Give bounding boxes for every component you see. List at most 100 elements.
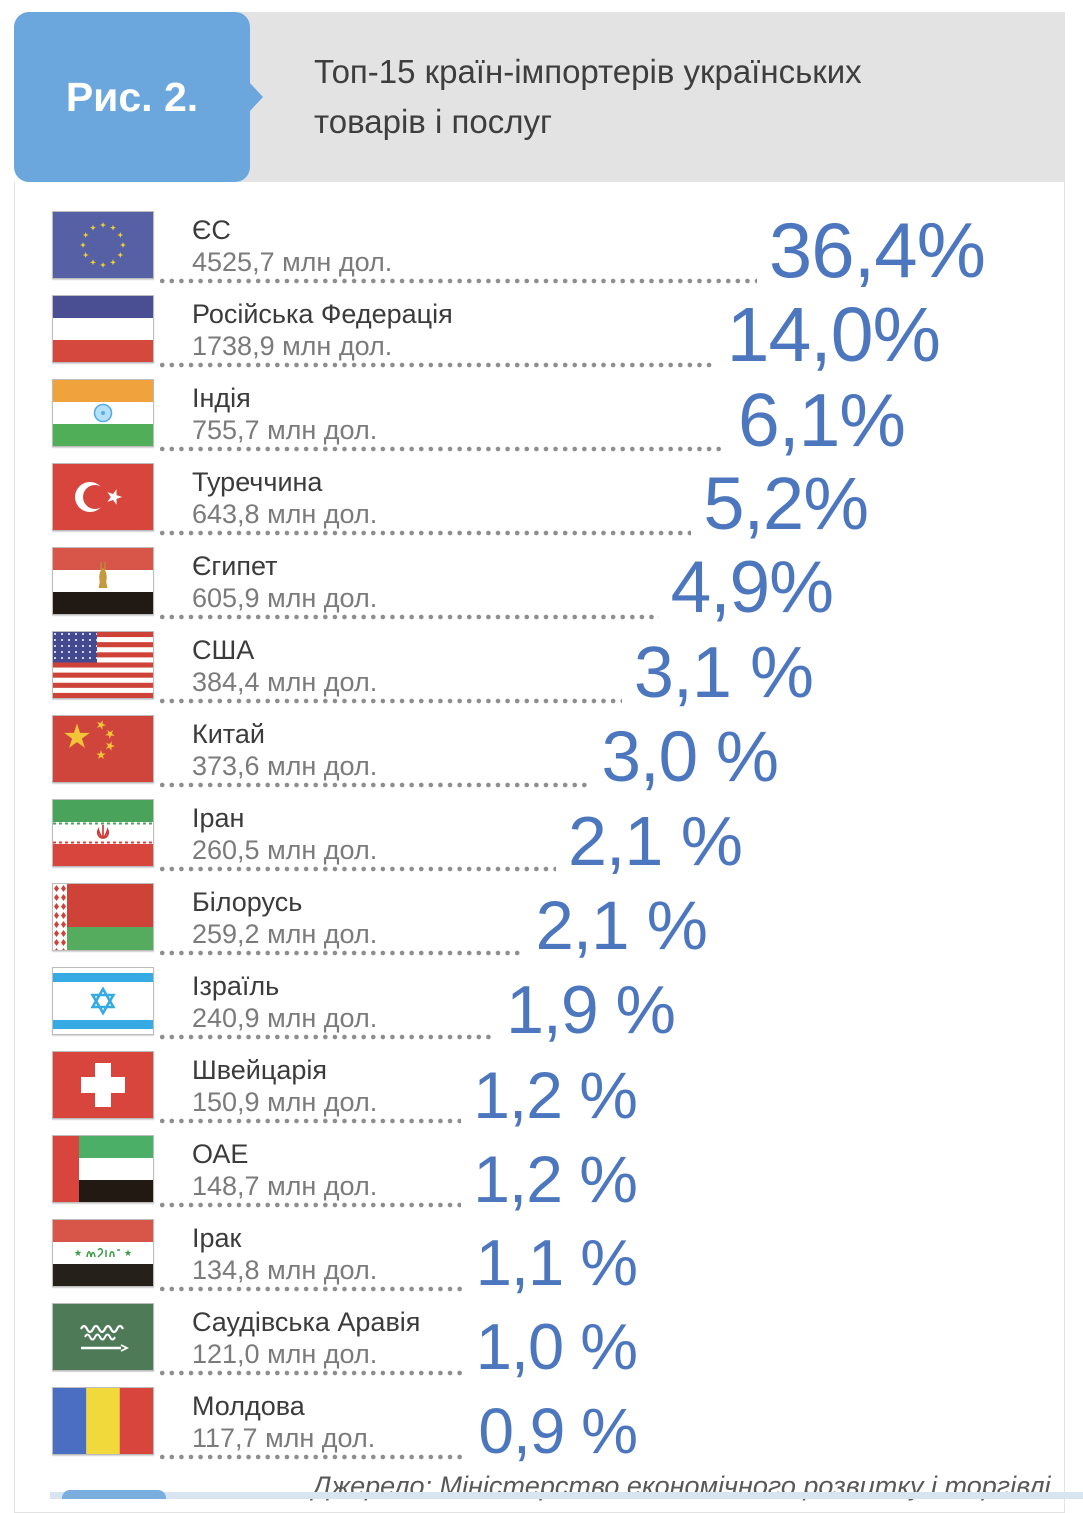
china-flag-icon [52,715,154,783]
country-name: Іран [192,803,245,833]
percent-value: 36,4% [768,206,986,295]
dotted-leader: Іран 260,5 млн дол. [154,799,558,872]
israel-flag-icon [52,967,154,1035]
country-row: Ізраїль 240,9 млн дол. 1,9 % [52,967,1064,1048]
amount-label: 148,7 млн дол. [192,1171,378,1201]
country-row: ОАЕ 148,7 млн дол. 1,2 % [52,1135,1064,1216]
amount-label: 755,7 млн дол. [192,415,378,445]
country-name: Російська Федерація [192,299,453,329]
amount-label: 605,9 млн дол. [192,583,378,613]
dotted-leader: Туреччина 643,8 млн дол. [154,463,693,536]
country-name: США [192,635,255,665]
percent-value: 2,1 % [535,887,708,965]
percent-value: 1,0 % [475,1310,638,1384]
dotted-leader: Китай 373,6 млн дол. [154,715,591,788]
switzerland-flag-icon [52,1051,154,1119]
country-name: ЄС [192,215,231,245]
iran-flag-icon [52,799,154,867]
country-row: ЄС 4525,7 млн дол. 36,4% [52,206,1064,295]
figure-2: Топ-15 країн-імпортерів українських това… [14,12,1065,1513]
amount-label: 117,7 млн дол. [192,1423,376,1453]
dotted-leader: ЄС 4525,7 млн дол. [154,211,759,284]
country-name: Ізраїль [192,971,280,1001]
dotted-leader: Білорусь 259,2 млн дол. [154,883,526,956]
usa-flag-icon [52,631,154,699]
uae-flag-icon [52,1135,154,1203]
country-name: Єгипет [192,551,278,581]
dotted-leader: Швейцарія 150,9 млн дол. [154,1051,463,1124]
amount-label: 259,2 млн дол. [192,919,378,949]
country-row: США 384,4 млн дол. 3,1 % [52,631,1064,713]
dotted-leader: Єгипет 605,9 млн дол. [154,547,661,620]
country-row: Білорусь 259,2 млн дол. 2,1 % [52,883,1064,965]
india-flag-icon [52,379,154,447]
country-row: Молдова 117,7 млн дол. 0,9 % [52,1387,1064,1468]
chart-panel: ЄС 4525,7 млн дол. 36,4% Російська Федер… [14,182,1065,1513]
egypt-flag-icon [52,547,154,615]
bottom-strip-accent [62,1490,166,1499]
country-name: Саудівська Аравія [192,1307,421,1337]
dotted-leader: Саудівська Аравія 121,0 млн дол. [154,1303,466,1376]
country-name: Молдова [192,1391,305,1421]
dotted-leader: Індія 755,7 млн дол. [154,379,728,452]
country-rows: ЄС 4525,7 млн дол. 36,4% Російська Федер… [52,206,1064,1468]
amount-label: 384,4 млн дол. [192,667,378,697]
amount-label: 260,5 млн дол. [192,835,378,865]
dotted-leader: США 384,4 млн дол. [154,631,624,704]
country-name: Туреччина [192,467,323,497]
figure-label-box: Рис. 2. [14,12,250,182]
moldova-flag-icon [52,1387,154,1455]
country-row: Російська Федерація 1738,9 млн дол. 14,0… [52,291,1064,378]
percent-value: 3,1 % [633,632,814,713]
amount-label: 643,8 млн дол. [192,499,378,529]
percent-value: 4,9% [670,547,834,629]
percent-value: 1,2 % [473,1141,638,1216]
russia-flag-icon [52,295,154,363]
dotted-leader: ОАЕ 148,7 млн дол. [154,1135,463,1208]
amount-label: 240,9 млн дол. [192,1003,378,1033]
percent-value: 3,0 % [601,717,779,797]
percent-value: 14,0% [726,291,941,378]
eu-flag-icon [52,211,154,279]
country-row: Китай 373,6 млн дол. 3,0 % [52,715,1064,797]
country-name: Ірак [192,1223,242,1253]
amount-label: 150,9 млн дол. [192,1087,378,1117]
country-row: Туреччина 643,8 млн дол. 5,2% [52,462,1064,546]
percent-value: 1,1 % [475,1226,638,1300]
country-row: Індія 755,7 млн дол. 6,1% [52,377,1064,462]
percent-value: 1,9 % [506,971,676,1048]
dotted-leader: Ірак 134,8 млн дол. [154,1219,466,1292]
amount-label: 4525,7 млн дол. [192,247,393,277]
country-row: Швейцарія 150,9 млн дол. 1,2 % [52,1051,1064,1132]
country-name: ОАЕ [192,1139,249,1169]
percent-value: 1,2 % [473,1057,638,1132]
percent-value: 2,1 % [568,802,743,881]
figure-title-band: Топ-15 країн-імпортерів українських това… [239,12,1065,182]
figure-label: Рис. 2. [65,73,199,120]
amount-label: 134,8 млн дол. [192,1255,378,1285]
amount-label: 121,0 млн дол. [192,1339,378,1369]
country-name: Індія [192,383,251,413]
amount-label: 1738,9 млн дол. [192,331,393,361]
country-name: Швейцарія [192,1055,327,1085]
saudi-arabia-flag-icon [52,1303,154,1371]
belarus-flag-icon [52,883,154,951]
bottom-strip [50,1492,1083,1499]
country-name: Білорусь [192,887,303,917]
iraq-flag-icon [52,1219,154,1287]
country-name: Китай [192,719,265,749]
amount-label: 373,6 млн дол. [192,751,378,781]
figure-title: Топ-15 країн-імпортерів українських това… [314,53,862,140]
country-row: Єгипет 605,9 млн дол. 4,9% [52,547,1064,629]
figure-header: Топ-15 країн-імпортерів українських това… [14,12,1065,182]
percent-value: 5,2% [703,462,869,546]
percent-value: 6,1% [738,377,906,462]
country-row: Іран 260,5 млн дол. 2,1 % [52,799,1064,881]
country-row: Ірак 134,8 млн дол. 1,1 % [52,1219,1064,1300]
country-row: Саудівська Аравія 121,0 млн дол. 1,0 % [52,1303,1064,1384]
dotted-leader: Молдова 117,7 млн дол. [154,1387,468,1460]
turkey-flag-icon [52,463,154,531]
percent-value: 0,9 % [478,1395,638,1468]
dotted-leader: Російська Федерація 1738,9 млн дол. [154,295,717,368]
dotted-leader: Ізраїль 240,9 млн дол. [154,967,496,1040]
